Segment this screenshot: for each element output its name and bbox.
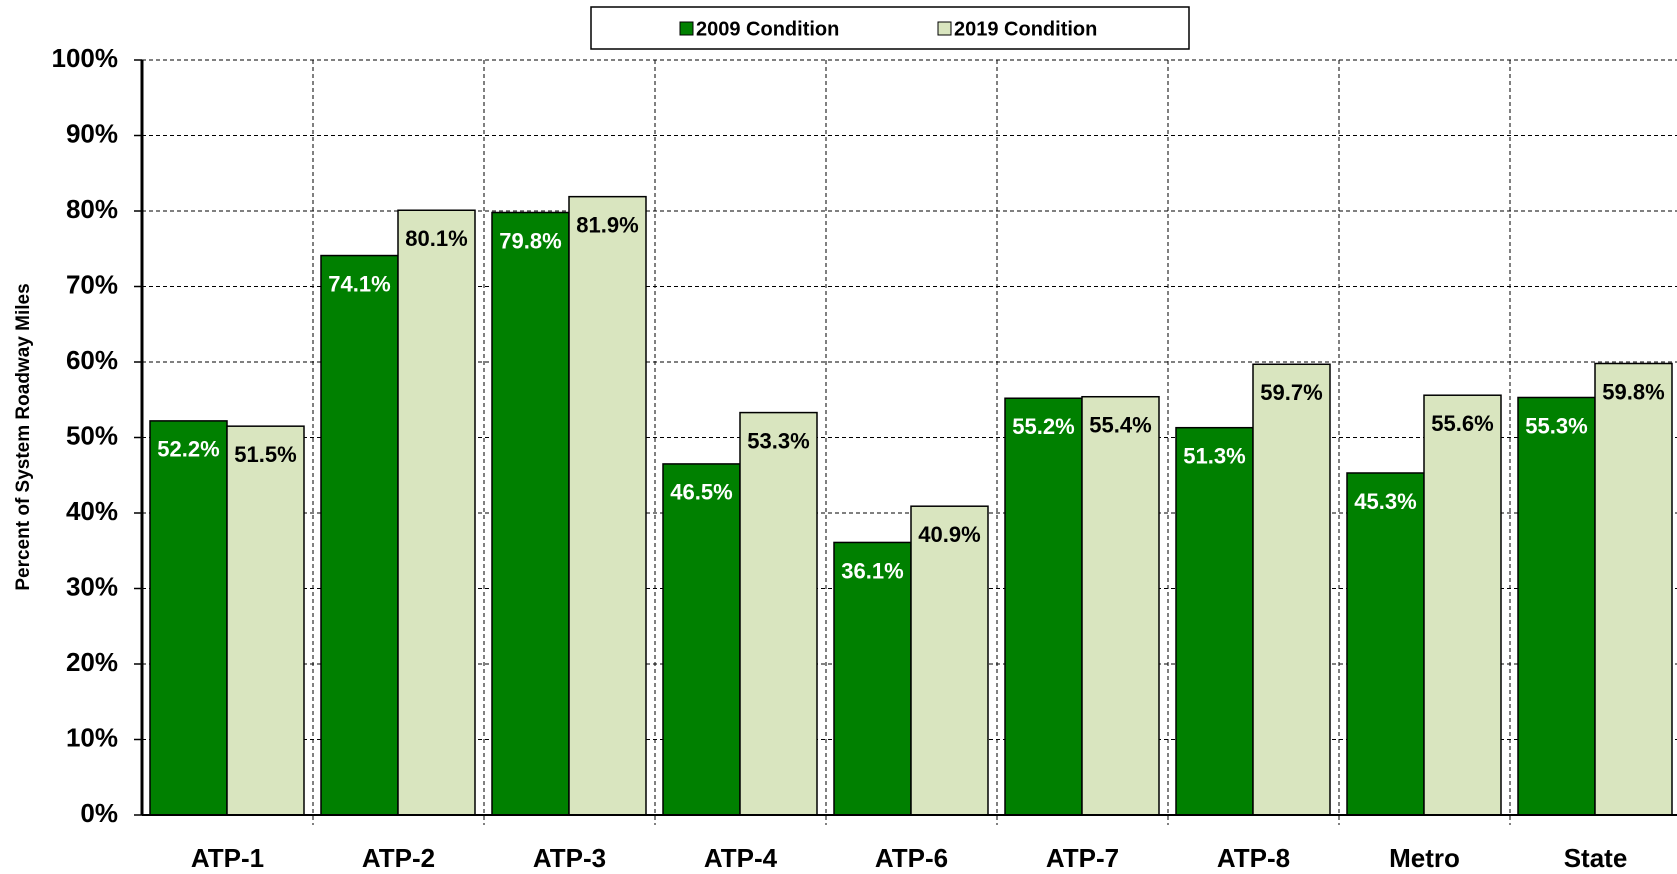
value-label: 36.1% (841, 558, 903, 583)
x-tick-label: ATP-4 (704, 843, 778, 873)
bar (1517, 396, 1596, 816)
value-label: 55.4% (1089, 413, 1151, 438)
value-label: 52.2% (157, 437, 219, 462)
y-tick-label: 40% (66, 496, 118, 526)
bar (1346, 472, 1425, 816)
legend-box (590, 6, 1190, 50)
bar (910, 505, 989, 816)
value-label: 51.3% (1183, 443, 1245, 468)
bar (1175, 426, 1254, 816)
bar (149, 420, 228, 816)
bar (568, 195, 647, 816)
value-label: 51.5% (234, 442, 296, 467)
value-label: 55.3% (1525, 413, 1587, 438)
bar (397, 209, 476, 816)
value-label: 46.5% (670, 480, 732, 505)
y-tick-label: 30% (66, 571, 118, 601)
x-tick-label: ATP-1 (191, 843, 264, 873)
x-tick-label: ATP-3 (533, 843, 606, 873)
value-label: 53.3% (747, 428, 809, 453)
x-tick-label: State (1564, 843, 1628, 873)
x-tick-label: Metro (1389, 843, 1460, 873)
value-label: 55.6% (1431, 411, 1493, 436)
y-tick-label: 0% (80, 798, 118, 828)
y-tick-label: 100% (52, 43, 119, 73)
y-tick-label: 60% (66, 345, 118, 375)
x-tick-label: ATP-8 (1217, 843, 1290, 873)
x-tick-label: ATP-6 (875, 843, 948, 873)
bar (662, 463, 741, 816)
y-tick-label: 50% (66, 420, 118, 450)
bar (739, 411, 818, 816)
y-tick-label: 90% (66, 118, 118, 148)
y-tick-label: 80% (66, 194, 118, 224)
value-label: 45.3% (1354, 489, 1416, 514)
bar (1423, 394, 1502, 816)
value-label: 40.9% (918, 522, 980, 547)
x-tick-label: ATP-2 (362, 843, 435, 873)
value-label: 55.2% (1012, 414, 1074, 439)
bar (226, 425, 305, 816)
value-label: 79.8% (499, 228, 561, 253)
value-label: 74.1% (328, 271, 390, 296)
legend-swatch (679, 21, 694, 36)
value-label: 81.9% (576, 212, 638, 237)
value-label: 80.1% (405, 226, 467, 251)
bar (320, 254, 399, 816)
y-axis-label: Percent of System Roadway Miles (13, 283, 34, 590)
bar (1081, 395, 1160, 816)
legend-swatch (937, 21, 952, 36)
y-tick-label: 10% (66, 722, 118, 752)
bar (1004, 397, 1083, 816)
bar (1252, 363, 1331, 816)
y-tick-label: 70% (66, 269, 118, 299)
value-label: 59.7% (1260, 380, 1322, 405)
x-tick-label: ATP-7 (1046, 843, 1119, 873)
value-label: 59.8% (1602, 379, 1664, 404)
bar (833, 541, 912, 816)
bar (491, 211, 570, 816)
bar (1594, 362, 1673, 816)
y-tick-label: 20% (66, 647, 118, 677)
legend-label: 2009 Condition (696, 18, 839, 40)
legend-label: 2019 Condition (954, 18, 1097, 40)
